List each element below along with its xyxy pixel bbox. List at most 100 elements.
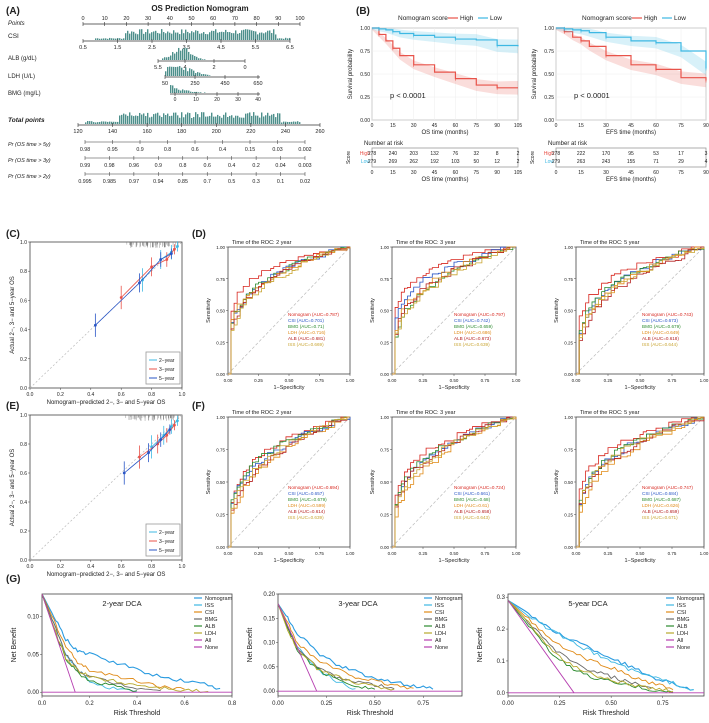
csi-histogram-bar [277,38,279,40]
bmg-tick-label: 30 [235,97,241,103]
roc-legend-label: LDH (AUC=0.716) [288,330,326,335]
csi-histogram-bar [159,33,161,40]
calibration-xtick-label: 0.0 [27,564,34,570]
roc-legend-label: Nomogram (AUC=0.797) [454,312,505,317]
km-risk-xlabel: EFS time (months) [606,177,656,183]
points-tick-label: 30 [145,16,151,22]
csi-histogram-bar [265,32,267,40]
dca-ylabel: Net Benefit [247,628,254,663]
csi-histogram-bar [101,38,103,40]
calibration-xtick-label: 1.0 [179,392,186,398]
roc-legend-label: CSI (AUC=0.673) [642,318,678,323]
roc-ytick-label: 0.25 [380,513,389,518]
ldh-histogram-bar [195,73,197,76]
km-legend-label: Low [674,15,686,22]
csi-histogram-bar [275,34,277,40]
csi-histogram-bar [229,32,231,40]
calibration-ylabel: Actual 2−, 3− and 5−year OS [10,449,16,527]
bmg-histogram-bar [176,88,178,93]
roc-ylabel: Sensitivity [554,298,560,323]
roc-xtick-label: 1.00 [512,551,521,556]
calibration-line [123,429,171,474]
csi-histogram-bar [139,29,141,40]
roc-xlabel: 1−Specificity [624,558,655,564]
csi-histogram-bar [151,32,153,40]
prob-tick-label: 0.5 [228,179,235,185]
calibration-legend-label: 5−year [159,376,175,382]
total-histogram-bar [167,113,169,124]
roc-legend-label: ALB (AUC=0.681) [288,336,325,341]
calibration-ytick-label: 0.0 [20,386,27,392]
dca-legend-label: LDH [677,631,688,637]
total-histogram-bar [209,115,211,124]
bmg-histogram-bar [192,91,194,93]
km-risk-value: 12 [494,159,500,165]
csi-histogram-bar [113,38,115,40]
prob-tick-label: 0.995 [78,179,91,185]
total-histogram-bar [227,116,229,124]
ldh-tick-label: 450 [220,81,229,87]
bmg-tick-label: 40 [255,97,261,103]
total-histogram-bar [261,112,263,124]
dca-ytick-label: 0.05 [27,652,39,658]
csi-histogram-bar [243,29,245,40]
roc-xtick-label: 1.00 [346,551,355,556]
km-risk-row-label: Low [545,159,555,165]
km-risk-table [371,147,519,168]
roc-xtick-label: 0.25 [254,551,263,556]
ldh-histogram-bar [185,67,187,76]
roc-ytick-label: 0.75 [380,277,389,282]
roc-xtick-label: 1.00 [512,378,521,383]
csi-histogram-bar [203,32,205,40]
roc-legend-label: BMG (AUC=0.679) [642,324,681,329]
prob-tick-label: 0.94 [153,179,163,185]
roc-legend-label: Nomogram (AUC=0.787) [288,312,339,317]
km-risk-xtick-label: 30 [411,170,417,176]
km-xlabel: OS time (months) [421,130,468,136]
km-confidence-band [556,28,706,88]
alb-histogram-bar [192,54,194,60]
csi-tick-label: 3.5 [183,45,191,51]
csi-histogram-bar [185,29,187,40]
total-histogram-bar [135,115,137,124]
total-histogram-bar [131,115,133,124]
csi-histogram-bar [251,30,253,40]
dca-xtick-label: 0.25 [554,701,566,707]
alb-histogram-bar [168,56,170,60]
roc-ytick-label: 0.50 [564,309,573,314]
csi-histogram-bar [125,33,127,40]
csi-histogram-bar [249,29,251,40]
csi-histogram-bar [187,31,189,40]
roc-ytick-label: 0.75 [564,448,573,453]
panel-label: (A) [6,6,20,17]
csi-histogram-bar [247,29,249,40]
dca-legend-label: All [677,638,683,644]
roc-curve [392,246,516,375]
dca-title: 3-year DCA [338,599,377,608]
calibration-xtick-label: 1.0 [179,564,186,570]
prob-tick-label: 0.4 [228,163,235,169]
total-histogram-bar [289,121,291,124]
csi-histogram-bar [267,30,269,40]
prob-tick-label: 0.985 [103,179,116,185]
km-risk-xtick-label: 105 [514,170,523,176]
total-histogram-bar [105,121,107,124]
total-histogram-bar [103,121,105,124]
km-legend-title: Nomogram score [398,15,448,22]
km-legend-label: Low [490,15,502,22]
km-risk-value: 76 [453,151,459,157]
dca-curve [277,603,318,692]
calibration-ytick-label: 0.8 [20,442,27,448]
prob-tick-label: 0.02 [300,179,310,185]
km-risk-ylabel: Score [530,151,536,164]
points-tick-label: 70 [232,16,238,22]
roc-xlabel: 1−Specificity [438,558,469,564]
total-histogram-bar [101,121,103,124]
csi-histogram-bar [285,37,287,40]
variable-label: LDH (U/L) [8,74,35,80]
prob-tick-label: 0.4 [219,147,226,153]
dca-curve [277,603,376,690]
roc-title: Time of the ROC: 3 year [396,410,456,416]
total-histogram-bar [155,113,157,124]
total-histogram-bar [223,114,225,124]
